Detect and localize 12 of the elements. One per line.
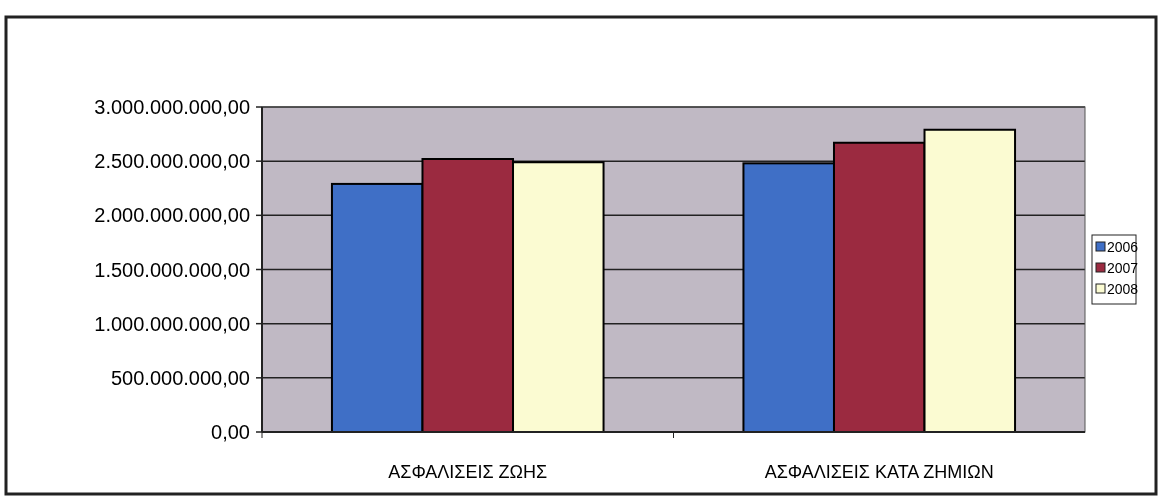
- y-tick-label: 3.000.000.000,00: [94, 96, 250, 118]
- y-tick-label: 1.000.000.000,00: [94, 312, 250, 335]
- x-tick-label: ΑΣΦΑΛΙΣΕΙΣ ΖΩΗΣ: [388, 462, 548, 482]
- legend-label: 2008: [1107, 280, 1139, 297]
- y-tick-label: 2.500.000.000,00: [94, 150, 250, 173]
- legend-label: 2007: [1107, 259, 1139, 276]
- y-tick-label: 0,00: [211, 421, 250, 443]
- y-tick-label: 1.500.000.000,00: [94, 258, 250, 281]
- y-tick-label: 2.000.000.000,00: [94, 204, 250, 227]
- legend-label: 2006: [1107, 238, 1139, 255]
- x-tick-label: ΑΣΦΑΛΙΣΕΙΣ ΚΑΤΑ ΖΗΜΙΩΝ: [764, 462, 994, 482]
- y-tick-label: 500.000.000,00: [110, 366, 250, 389]
